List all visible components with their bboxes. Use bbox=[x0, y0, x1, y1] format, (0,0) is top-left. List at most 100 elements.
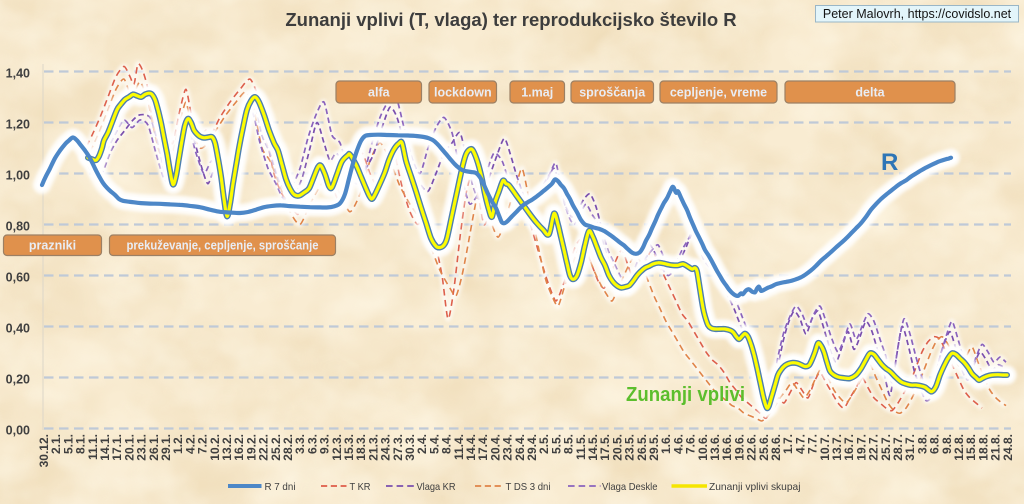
svg-text:18.8.: 18.8. bbox=[976, 434, 990, 461]
svg-text:R: R bbox=[881, 149, 898, 176]
svg-text:29.1.: 29.1. bbox=[159, 434, 173, 461]
svg-text:4.6.: 4.6. bbox=[671, 434, 685, 454]
svg-text:1.6.: 1.6. bbox=[659, 434, 673, 454]
svg-text:14.1.: 14.1. bbox=[98, 434, 112, 461]
svg-text:0,20: 0,20 bbox=[6, 373, 30, 387]
svg-text:17.4.: 17.4. bbox=[476, 434, 490, 461]
svg-text:13.6.: 13.6. bbox=[708, 434, 722, 461]
svg-text:21.8.: 21.8. bbox=[989, 434, 1003, 461]
svg-text:27.3.: 27.3. bbox=[391, 434, 405, 461]
svg-text:8.1.: 8.1. bbox=[74, 434, 88, 454]
svg-text:21.3.: 21.3. bbox=[366, 434, 380, 461]
svg-text:0,60: 0,60 bbox=[6, 271, 30, 285]
svg-text:17.1.: 17.1. bbox=[110, 434, 124, 461]
svg-text:delta: delta bbox=[855, 85, 885, 99]
svg-text:0,00: 0,00 bbox=[6, 424, 30, 438]
svg-text:23.4.: 23.4. bbox=[501, 434, 515, 461]
svg-text:24.8.: 24.8. bbox=[1001, 434, 1015, 461]
svg-text:26.4.: 26.4. bbox=[513, 434, 527, 461]
svg-text:9.3.: 9.3. bbox=[318, 434, 332, 454]
svg-text:1,00: 1,00 bbox=[6, 169, 30, 183]
svg-text:15.3.: 15.3. bbox=[342, 434, 356, 461]
svg-text:22.2.: 22.2. bbox=[257, 434, 271, 461]
svg-text:alfa: alfa bbox=[368, 85, 391, 99]
svg-text:sproščanja: sproščanja bbox=[579, 85, 646, 99]
svg-text:1.2.: 1.2. bbox=[171, 434, 185, 454]
svg-text:0,80: 0,80 bbox=[6, 220, 30, 234]
svg-text:13.7.: 13.7. bbox=[830, 434, 844, 461]
svg-text:4.2.: 4.2. bbox=[183, 434, 197, 454]
svg-text:20.5.: 20.5. bbox=[610, 434, 624, 461]
svg-text:8.4.: 8.4. bbox=[440, 434, 454, 454]
svg-text:T KR: T KR bbox=[350, 481, 371, 493]
svg-text:26.1.: 26.1. bbox=[147, 434, 161, 461]
svg-text:1.7.: 1.7. bbox=[781, 434, 795, 454]
svg-text:31.7.: 31.7. bbox=[903, 434, 917, 461]
svg-text:28.7.: 28.7. bbox=[891, 434, 905, 461]
svg-text:5.1.: 5.1. bbox=[61, 434, 75, 454]
svg-text:30.12.: 30.12. bbox=[37, 434, 51, 467]
svg-text:12.3.: 12.3. bbox=[330, 434, 344, 461]
svg-text:24.3.: 24.3. bbox=[379, 434, 393, 461]
svg-text:20.4.: 20.4. bbox=[488, 434, 502, 461]
svg-text:1.maj: 1.maj bbox=[521, 85, 553, 99]
svg-text:3.8.: 3.8. bbox=[915, 434, 929, 454]
svg-text:7.7.: 7.7. bbox=[806, 434, 820, 454]
svg-text:6.8.: 6.8. bbox=[928, 434, 942, 454]
svg-text:Vlaga Deskle: Vlaga Deskle bbox=[602, 481, 658, 493]
svg-text:18.3.: 18.3. bbox=[354, 434, 368, 461]
svg-text:29.4.: 29.4. bbox=[525, 434, 539, 461]
svg-text:11.4.: 11.4. bbox=[452, 434, 466, 460]
svg-text:17.5.: 17.5. bbox=[598, 434, 612, 461]
svg-text:22.7.: 22.7. bbox=[867, 434, 881, 461]
svg-text:25.7.: 25.7. bbox=[879, 434, 893, 461]
svg-text:23.1.: 23.1. bbox=[135, 434, 149, 461]
svg-text:cepljenje, vreme: cepljenje, vreme bbox=[670, 85, 767, 99]
svg-text:2.5.: 2.5. bbox=[537, 434, 551, 454]
svg-text:20.1.: 20.1. bbox=[122, 434, 136, 461]
svg-text:19.2.: 19.2. bbox=[244, 434, 258, 461]
svg-text:29.5.: 29.5. bbox=[647, 434, 661, 461]
svg-text:Peter Malovrh, https://covidsl: Peter Malovrh, https://covidslo.net bbox=[823, 7, 1012, 21]
svg-text:1,20: 1,20 bbox=[6, 118, 30, 132]
svg-text:2.4.: 2.4. bbox=[415, 434, 429, 454]
svg-text:10.7.: 10.7. bbox=[818, 434, 832, 461]
svg-text:10.6.: 10.6. bbox=[696, 434, 710, 461]
svg-text:11.1.: 11.1. bbox=[86, 434, 100, 460]
svg-text:1,40: 1,40 bbox=[6, 67, 30, 81]
svg-text:T DS 3 dni: T DS 3 dni bbox=[506, 481, 551, 493]
svg-text:prazniki: prazniki bbox=[29, 239, 76, 253]
svg-text:23.5.: 23.5. bbox=[623, 434, 637, 461]
svg-text:Zunanji vplivi (T, vlaga) ter: Zunanji vplivi (T, vlaga) ter reprodukci… bbox=[285, 9, 736, 30]
svg-text:3.3.: 3.3. bbox=[293, 434, 307, 454]
svg-text:19.7.: 19.7. bbox=[854, 434, 868, 461]
svg-text:12.8.: 12.8. bbox=[952, 434, 966, 461]
svg-text:0,40: 0,40 bbox=[6, 322, 30, 336]
svg-text:14.5.: 14.5. bbox=[586, 434, 600, 461]
svg-text:5.4.: 5.4. bbox=[427, 434, 441, 454]
svg-text:10.2.: 10.2. bbox=[208, 434, 222, 461]
svg-text:25.2.: 25.2. bbox=[269, 434, 283, 461]
svg-text:5.5.: 5.5. bbox=[549, 434, 563, 454]
svg-text:25.6.: 25.6. bbox=[757, 434, 771, 461]
svg-text:7.6.: 7.6. bbox=[684, 434, 698, 454]
svg-text:28.2.: 28.2. bbox=[281, 434, 295, 461]
svg-text:8.5.: 8.5. bbox=[562, 434, 576, 454]
svg-text:14.4.: 14.4. bbox=[464, 434, 478, 461]
svg-text:16.7.: 16.7. bbox=[842, 434, 856, 461]
svg-text:30.3.: 30.3. bbox=[403, 434, 417, 461]
svg-text:16.2.: 16.2. bbox=[232, 434, 246, 461]
svg-text:28.6.: 28.6. bbox=[769, 434, 783, 461]
svg-text:Vlaga KR: Vlaga KR bbox=[417, 481, 456, 493]
svg-text:13.2.: 13.2. bbox=[220, 434, 234, 461]
svg-text:22.6.: 22.6. bbox=[745, 434, 759, 461]
svg-text:26.5.: 26.5. bbox=[635, 434, 649, 461]
svg-text:11.5.: 11.5. bbox=[574, 434, 588, 460]
svg-text:R 7 dni: R 7 dni bbox=[265, 481, 296, 493]
svg-text:Zunanji vplivi: Zunanji vplivi bbox=[626, 384, 745, 406]
svg-text:19.6.: 19.6. bbox=[732, 434, 746, 461]
svg-text:lockdown: lockdown bbox=[434, 85, 492, 99]
svg-text:4.7.: 4.7. bbox=[793, 434, 807, 454]
svg-text:2.1.: 2.1. bbox=[49, 434, 63, 454]
svg-text:15.8.: 15.8. bbox=[964, 434, 978, 461]
